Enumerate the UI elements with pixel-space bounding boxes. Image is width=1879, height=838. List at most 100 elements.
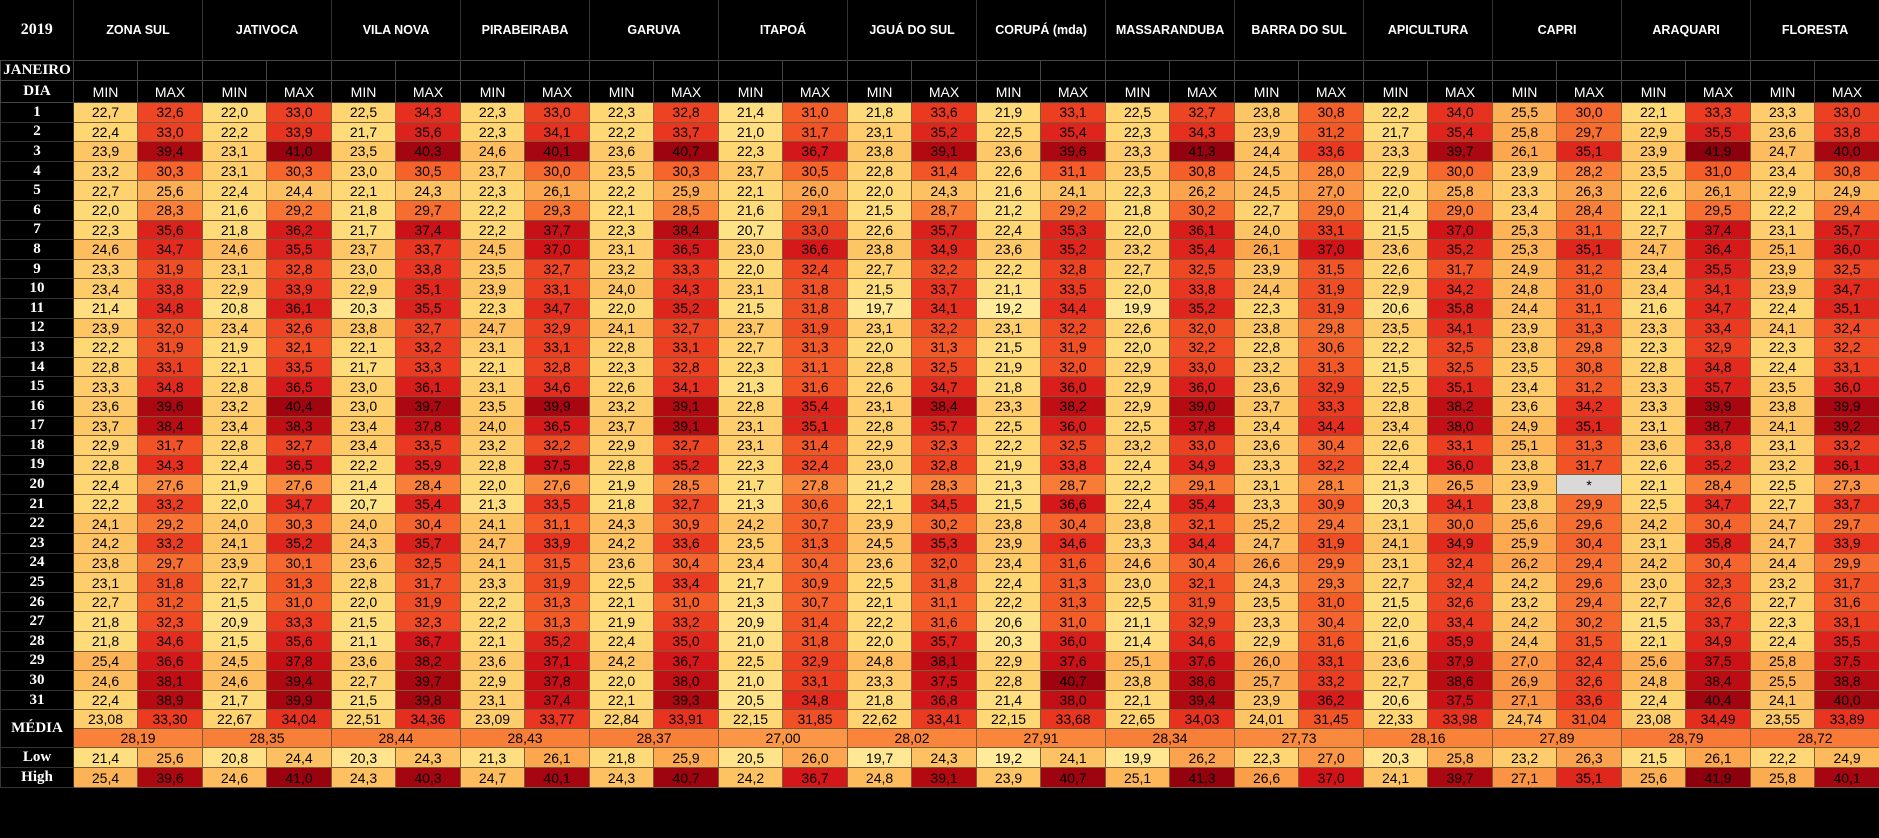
month-spacer xyxy=(1105,60,1171,81)
min-cell: 23,3 xyxy=(1234,493,1300,515)
day-row: 12 23,9 32,0 23,4 32,6 23,8 32,7 24,7 32,9 24,1 32… xyxy=(0,317,1879,339)
media-min-cell: 22,15 xyxy=(718,709,784,730)
max-cell: 30,2 xyxy=(1556,611,1623,633)
max-cell: 33,2 xyxy=(136,493,204,515)
max-cell: 36,0 xyxy=(1814,239,1879,260)
max-cell: 38,9 xyxy=(136,689,204,711)
min-cell: 23,5 xyxy=(460,395,526,417)
min-cell: 22,8 xyxy=(73,356,138,378)
media-label: MÉDIA xyxy=(0,709,74,749)
max-cell: 31,7 xyxy=(1556,454,1623,476)
min-cell: 22,4 xyxy=(1621,689,1687,711)
min-cell: 23,9 xyxy=(1492,317,1558,339)
day-row: 5 22,7 25,6 22,4 24,4 22,1 24,3 22,3 26,1 22,2 25,… xyxy=(0,180,1879,201)
max-cell: 32,0 xyxy=(136,317,204,339)
min-cell: 22,9 xyxy=(73,435,138,456)
min-cell: 21,7 xyxy=(331,356,397,378)
max-cell: 40,4 xyxy=(266,395,333,417)
min-cell: 22,6 xyxy=(589,376,655,397)
high-max-cell: 37,0 xyxy=(1298,767,1365,789)
day-number: 5 xyxy=(0,180,74,201)
min-cell: 23,6 xyxy=(460,650,526,672)
max-cell: 36,7 xyxy=(782,141,849,162)
max-cell: 38,4 xyxy=(1685,670,1752,691)
max-cell: 39,4 xyxy=(1169,689,1236,711)
max-cell: 34,7 xyxy=(911,376,978,397)
high-max-cell: 39,1 xyxy=(911,767,978,789)
max-cell: 34,2 xyxy=(1427,278,1494,299)
max-cell: 29,0 xyxy=(1427,199,1494,221)
max-cell: 32,1 xyxy=(1169,572,1236,593)
max-cell: 34,4 xyxy=(1040,297,1107,319)
max-cell: 34,5 xyxy=(911,493,978,515)
min-cell: 22,7 xyxy=(73,102,138,123)
day-row: 9 23,3 31,9 23,1 32,8 23,0 33,8 23,5 32,7 23,2 33,… xyxy=(0,258,1879,280)
max-cell: 38,8 xyxy=(1814,670,1879,691)
max-cell: 37,6 xyxy=(1040,650,1107,672)
max-cell: 24,3 xyxy=(911,180,978,201)
max-cell: 34,0 xyxy=(1427,102,1494,123)
max-header: MAX xyxy=(136,80,204,103)
max-cell: 30,2 xyxy=(911,513,978,535)
max-cell: 32,4 xyxy=(1427,552,1494,574)
max-cell: 31,9 xyxy=(1298,297,1365,319)
min-cell: 20,6 xyxy=(976,611,1042,633)
max-cell: 32,5 xyxy=(1427,337,1494,358)
day-row: 25 23,1 31,8 22,7 31,3 22,8 31,7 23,3 31,9 22,5 33… xyxy=(0,572,1879,593)
min-cell: 22,6 xyxy=(1105,317,1171,339)
max-cell: 33,3 xyxy=(653,258,720,280)
month-spacer xyxy=(1298,60,1365,81)
min-cell: 26,2 xyxy=(1492,552,1558,574)
min-cell: 25,6 xyxy=(1621,650,1687,672)
max-cell: 31,3 xyxy=(1040,572,1107,593)
high-min-cell: 25,4 xyxy=(73,767,138,789)
max-cell: 33,6 xyxy=(653,533,720,554)
media-min-cell: 22,15 xyxy=(976,709,1042,730)
min-cell: 22,5 xyxy=(976,415,1042,437)
min-cell: 23,4 xyxy=(1621,258,1687,280)
min-cell: 22,5 xyxy=(1363,376,1429,397)
max-cell: 34,3 xyxy=(653,278,720,299)
max-cell: 41,9 xyxy=(1685,141,1752,162)
max-cell: 32,9 xyxy=(1169,611,1236,633)
max-cell: 31,3 xyxy=(1556,435,1623,456)
min-cell: 23,9 xyxy=(1234,121,1300,143)
max-cell: 30,0 xyxy=(1427,513,1494,535)
max-cell: 31,1 xyxy=(524,513,591,535)
max-cell: 33,4 xyxy=(1427,611,1494,633)
min-cell: 22,0 xyxy=(718,258,784,280)
max-cell: 31,8 xyxy=(782,297,849,319)
high-max-cell: 40,1 xyxy=(524,767,591,789)
min-cell: 21,0 xyxy=(718,670,784,691)
min-cell: 23,8 xyxy=(73,552,138,574)
min-cell: 21,6 xyxy=(202,199,268,221)
max-cell: 31,8 xyxy=(782,278,849,299)
low-min-cell: 19,9 xyxy=(1105,747,1171,769)
max-cell: 29,6 xyxy=(1556,513,1623,535)
max-cell: 35,5 xyxy=(1685,121,1752,143)
max-cell: 38,0 xyxy=(653,670,720,691)
min-cell: 24,5 xyxy=(847,533,913,554)
max-cell: 36,2 xyxy=(1298,689,1365,711)
min-cell: 22,2 xyxy=(1750,199,1816,221)
max-cell: 35,7 xyxy=(911,415,978,437)
max-cell: 33,8 xyxy=(136,278,204,299)
day-number: 8 xyxy=(0,239,74,260)
day-row: 27 21,8 32,3 20,9 33,3 21,5 32,3 22,2 31,3 21,9 33… xyxy=(0,611,1879,633)
max-cell: 28,0 xyxy=(1298,160,1365,182)
min-cell: 22,4 xyxy=(73,474,138,495)
max-cell: 29,3 xyxy=(1298,572,1365,593)
low-max-cell: 24,9 xyxy=(1814,747,1879,769)
min-cell: 23,1 xyxy=(460,337,526,358)
max-cell: 34,7 xyxy=(1685,297,1752,319)
min-cell: 24,7 xyxy=(1750,513,1816,535)
min-cell: 22,6 xyxy=(847,219,913,241)
low-row: Low 21,4 25,6 20,8 24,4 20,3 24,3 21,3 26,1 21,8 2… xyxy=(0,747,1879,769)
max-cell: 37,4 xyxy=(1685,219,1752,241)
max-cell: 28,7 xyxy=(911,199,978,221)
min-cell: 21,8 xyxy=(976,376,1042,397)
min-cell: 21,5 xyxy=(1363,219,1429,241)
min-cell: 22,6 xyxy=(1621,454,1687,476)
min-cell: 23,1 xyxy=(589,239,655,260)
min-cell: 22,4 xyxy=(1750,356,1816,378)
